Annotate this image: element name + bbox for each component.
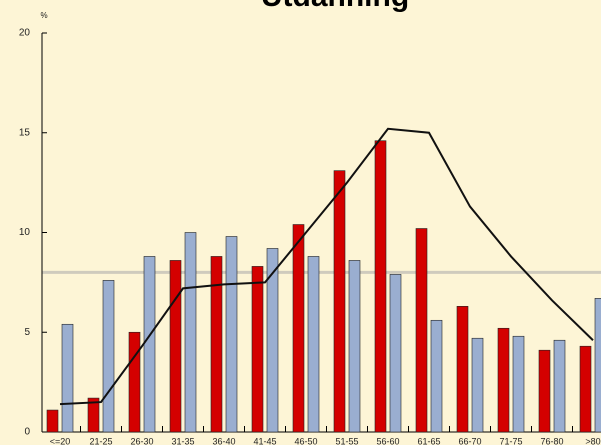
x-tick-label: 51-55 (335, 436, 358, 445)
bar (87, 397, 100, 433)
x-tick-label: 31-35 (171, 436, 194, 445)
x-tick-label: 66-70 (458, 436, 481, 445)
bar (292, 224, 305, 433)
x-tick-label: 56-60 (376, 436, 399, 445)
bar (333, 170, 346, 433)
y-unit: % (40, 11, 47, 20)
bar (471, 337, 484, 433)
bar (307, 256, 320, 433)
bar (128, 331, 141, 433)
bar (512, 335, 525, 433)
x-tick-label: 36-40 (212, 436, 235, 445)
bar (61, 323, 74, 433)
bar (430, 319, 443, 433)
x-tick-label: 46-50 (294, 436, 317, 445)
bar (594, 298, 601, 433)
bar (169, 260, 182, 433)
y-tick-label: 0 (24, 427, 30, 438)
y-tick-label: 10 (19, 227, 31, 238)
x-tick-label: 71-75 (499, 436, 522, 445)
y-tick-label: 15 (19, 127, 31, 138)
bar (497, 327, 510, 433)
x-tick-label: 61-65 (417, 436, 440, 445)
bar (46, 409, 59, 433)
y-tick-label: 5 (24, 327, 30, 338)
x-tick-label: <=20 (50, 436, 71, 445)
bar (415, 228, 428, 433)
bar (374, 140, 387, 433)
line (59, 127, 594, 406)
chart-title: Utdanning (261, 0, 409, 13)
bar (210, 256, 223, 433)
bar (348, 260, 361, 433)
x-tick-label: 41-45 (253, 436, 276, 445)
bar (538, 349, 551, 433)
bar (579, 345, 592, 433)
x-tick-label: 76-80 (540, 436, 563, 445)
x-tick-label: >80 (585, 436, 600, 445)
x-tick-label: 21-25 (89, 436, 112, 445)
bar (553, 339, 566, 433)
bar (225, 236, 238, 433)
bar (389, 274, 402, 433)
bar (143, 256, 156, 433)
y-tick-label: 20 (19, 28, 31, 39)
bar (251, 266, 264, 433)
bar (184, 232, 197, 433)
bar (266, 248, 279, 433)
bar (102, 280, 115, 433)
x-tick-label: 26-30 (130, 436, 153, 445)
bar (456, 306, 469, 433)
